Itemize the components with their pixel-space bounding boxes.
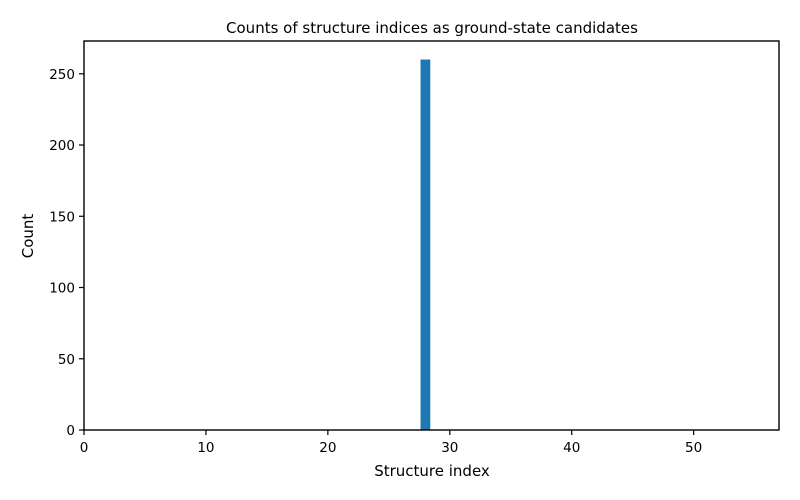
y-tick-label-50: 50 <box>58 352 75 368</box>
axes <box>83 40 780 431</box>
bars <box>420 59 431 431</box>
y-axis-label: Count <box>19 214 37 259</box>
chart-title: Counts of structure indices as ground-st… <box>226 19 638 37</box>
y-tick-label-150: 150 <box>49 209 75 225</box>
y-axis-ticks: 0 50 100 150 200 250 <box>49 67 84 439</box>
y-tick-label-100: 100 <box>49 281 75 297</box>
axes-frame <box>83 40 780 431</box>
y-tick-label-0: 0 <box>66 423 75 439</box>
x-tick-label-40: 40 <box>563 440 580 456</box>
x-tick-label-50: 50 <box>685 440 702 456</box>
y-tick-label-200: 200 <box>49 138 75 154</box>
x-tick-label-10: 10 <box>197 440 214 456</box>
x-tick-label-20: 20 <box>319 440 336 456</box>
y-tick-label-250: 250 <box>49 67 75 83</box>
bar-28 <box>420 59 431 431</box>
x-tick-label-0: 0 <box>80 440 89 456</box>
x-axis-label: Structure index <box>374 462 490 480</box>
x-axis-ticks: 0 10 20 30 40 50 <box>80 430 702 456</box>
x-tick-label-30: 30 <box>441 440 458 456</box>
